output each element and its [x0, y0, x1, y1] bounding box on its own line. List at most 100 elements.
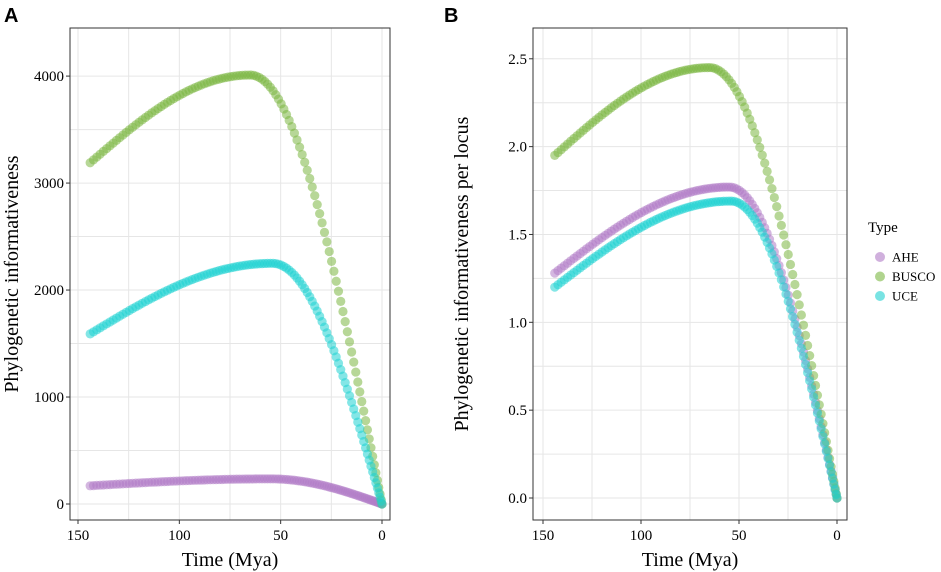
data-point [359, 406, 369, 416]
data-point [774, 211, 784, 221]
x-tick-label: 100 [168, 528, 191, 544]
data-point [310, 191, 320, 201]
y-tick-label: 3000 [34, 176, 64, 192]
data-point [818, 431, 828, 441]
data-point [760, 158, 770, 168]
data-point [312, 199, 322, 210]
x-tick-label: 150 [532, 528, 555, 544]
y-tick-label: 2.5 [508, 52, 527, 68]
x-tick-label: 50 [732, 528, 747, 544]
legend-entry-busco: BUSCO [875, 269, 935, 284]
data-point [317, 218, 327, 228]
data-point [772, 202, 782, 212]
data-point [807, 384, 817, 394]
panel-a-ticks: 150 100 50 0 0 1000 2000 3000 4000 [34, 69, 386, 544]
series-busco [85, 70, 387, 509]
panel-b: B 150 100 50 0 0.0 0.5 1.0 1.5 2.0 2.5 Time (Mya)… [444, 5, 848, 571]
data-point [823, 453, 833, 463]
data-point [360, 415, 371, 426]
data-point [776, 220, 786, 230]
data-point [315, 209, 325, 219]
data-point [329, 266, 339, 276]
data-point [347, 347, 357, 357]
data-point [307, 182, 317, 192]
data-point [297, 149, 307, 160]
data-point [340, 317, 350, 327]
data-point [342, 327, 352, 337]
y-tick-label: 0.5 [508, 403, 527, 419]
data-point [779, 230, 789, 240]
panel-a-x-axis-title: Time (Mya) [182, 549, 278, 571]
legend-entry-uce: UCE [875, 289, 918, 304]
data-point [794, 335, 804, 345]
data-point [302, 165, 312, 175]
series-ahe [85, 474, 387, 509]
data-point [333, 286, 344, 296]
series-busco [550, 62, 842, 503]
panel-a-frame [69, 27, 391, 521]
y-tick-label: 2.0 [508, 140, 527, 156]
data-point [800, 330, 811, 340]
legend-swatch [875, 291, 885, 301]
legend-label: AHE [892, 250, 919, 265]
data-point [790, 279, 800, 290]
data-point [764, 175, 775, 185]
y-tick-label: 4000 [34, 69, 64, 85]
data-point [292, 135, 302, 145]
data-point [767, 184, 777, 194]
data-point [353, 377, 363, 387]
x-tick-label: 150 [67, 528, 90, 544]
data-point [821, 446, 831, 456]
data-point [779, 282, 789, 292]
data-point [814, 416, 824, 426]
y-tick-label: 1.5 [508, 227, 527, 243]
legend-title: Type [868, 220, 898, 236]
data-point [355, 387, 365, 397]
data-point [790, 319, 800, 329]
data-point [796, 343, 806, 353]
data-point [798, 351, 809, 361]
panel-b-frame [532, 27, 848, 521]
data-point [750, 128, 760, 138]
data-point [788, 311, 798, 322]
legend: Type AHE BUSCO UCE [868, 220, 935, 304]
legend-label: BUSCO [892, 269, 935, 284]
panel-b-y-axis-title: Phylogenetic informativeness per locus [451, 116, 473, 431]
data-point [324, 246, 334, 257]
data-point [357, 396, 367, 407]
data-point [322, 237, 332, 247]
y-tick-label: 1.0 [508, 315, 527, 331]
data-point [796, 310, 806, 320]
data-point [349, 357, 359, 367]
x-tick-label: 50 [273, 528, 288, 544]
legend-label: UCE [892, 289, 918, 304]
data-point [812, 408, 823, 418]
data-point [805, 376, 815, 386]
data-point [809, 392, 819, 402]
y-tick-label: 0.0 [508, 491, 527, 507]
data-point [781, 240, 791, 250]
legend-swatch [875, 271, 885, 282]
data-point [757, 150, 767, 160]
data-point [338, 306, 348, 317]
data-point [326, 256, 337, 266]
data-point [783, 296, 793, 306]
data-point [377, 499, 387, 509]
panel-letter-b: B [444, 5, 458, 27]
data-point [792, 327, 802, 337]
series-uce [550, 196, 842, 503]
panel-a-points [85, 70, 387, 509]
data-point [300, 157, 310, 167]
y-tick-label: 2000 [34, 283, 64, 299]
panel-b-points [550, 62, 842, 503]
data-point [344, 337, 355, 347]
data-point [755, 142, 765, 152]
data-point [803, 368, 813, 378]
data-point [800, 359, 811, 370]
data-point [794, 300, 804, 310]
x-tick-label: 100 [630, 528, 653, 544]
data-point [331, 276, 341, 286]
data-point [785, 304, 796, 314]
